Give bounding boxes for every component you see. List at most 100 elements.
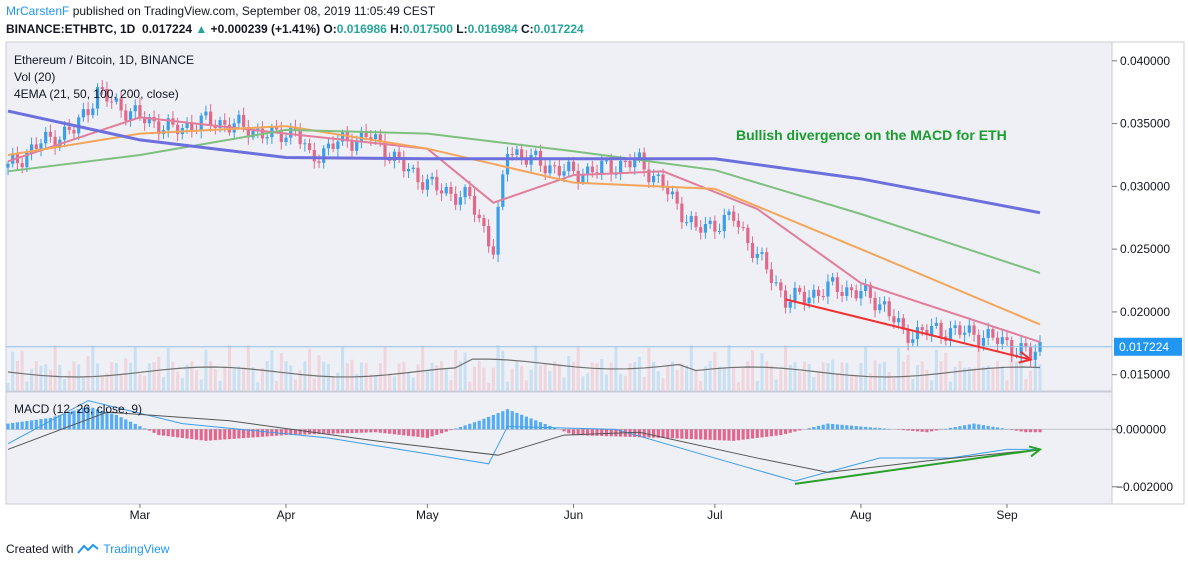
macd-histogram-bar <box>845 425 849 430</box>
macd-histogram-bar <box>171 429 175 437</box>
macd-histogram-bar <box>520 414 524 430</box>
macd-histogram-bar <box>204 429 208 441</box>
candle-body <box>303 143 307 145</box>
macd-histogram-bar <box>58 414 62 430</box>
macd-histogram-bar <box>105 412 109 430</box>
macd-histogram-bar <box>736 429 741 441</box>
candle-body <box>355 140 359 151</box>
symbol: BINANCE:ETHBTC, 1D <box>6 22 136 36</box>
macd-histogram-bar <box>868 427 872 430</box>
macd-histogram-bar <box>604 429 609 437</box>
volume-bar <box>147 363 151 391</box>
candle-body <box>166 118 170 131</box>
macd-histogram-bar <box>694 429 698 440</box>
volume-bar <box>449 380 453 391</box>
macd-histogram-bar <box>29 420 34 430</box>
macd-histogram-bar <box>571 429 576 436</box>
candle-body <box>307 143 312 150</box>
candle-body <box>449 186 453 194</box>
candle-body <box>859 291 863 299</box>
macd-histogram-bar <box>340 429 345 434</box>
candle-body <box>53 136 57 148</box>
candle-body <box>878 304 882 311</box>
macd-histogram-bar <box>713 429 717 441</box>
volume-bar <box>39 365 43 391</box>
macd-histogram-bar <box>972 423 976 430</box>
macd-histogram-bar <box>666 429 670 439</box>
candle-body <box>435 176 439 191</box>
volume-bar <box>468 381 472 391</box>
candle-body <box>562 171 566 176</box>
candle-body <box>576 170 580 183</box>
price-divergence-arrow <box>785 298 1031 361</box>
macd-histogram-bar <box>637 429 642 438</box>
macd-histogram-bar <box>435 429 439 435</box>
candle-body <box>586 166 590 176</box>
macd-histogram-bar <box>477 420 481 430</box>
change-up-icon: ▲ <box>195 22 208 36</box>
volume-bar <box>590 362 594 391</box>
macd-histogram-bar <box>995 427 1000 430</box>
macd-histogram-bar <box>260 429 265 437</box>
candle-body <box>128 111 133 121</box>
macd-histogram-bar <box>218 429 222 440</box>
volume-bar <box>392 376 396 391</box>
tradingview-brand[interactable]: TradingView <box>103 542 170 556</box>
ema100-line <box>7 128 1041 274</box>
volume-bar <box>713 352 717 391</box>
volume-bar <box>981 366 985 391</box>
volume-bar <box>934 349 938 391</box>
candle-body <box>769 269 773 283</box>
macd-histogram-bar <box>727 429 731 441</box>
volume-bar <box>454 349 458 391</box>
macd-histogram-bar <box>633 429 637 438</box>
volume-bar <box>463 352 467 391</box>
macd-histogram-bar <box>48 417 53 430</box>
macd-histogram-bar <box>406 429 411 436</box>
candles <box>6 80 1042 367</box>
candle-body <box>684 222 689 224</box>
macd-histogram-bar <box>293 429 298 435</box>
candle-body <box>741 227 745 229</box>
candle-body <box>331 143 335 149</box>
candle-body <box>849 287 854 291</box>
candle-body <box>496 206 500 255</box>
candle-body <box>223 120 227 125</box>
volume-bar <box>986 365 990 391</box>
volume-bar <box>251 367 255 391</box>
volume-bar <box>289 365 293 391</box>
macd-histogram-bar <box>915 429 920 432</box>
macd-histogram-bar <box>209 429 213 441</box>
close-label: C: <box>520 22 534 36</box>
macd-histogram-bar <box>383 429 387 434</box>
volume-bar <box>515 361 519 391</box>
candle-body <box>854 290 858 299</box>
author-link[interactable]: MrCarstenF <box>6 4 70 18</box>
volume-bar <box>242 367 246 391</box>
macd-histogram-bar <box>256 429 260 438</box>
candle-body <box>760 252 764 254</box>
macd-histogram-bar <box>755 429 759 438</box>
volume-bar <box>1014 361 1018 391</box>
candle-body <box>995 337 1000 344</box>
macd-histogram-bar <box>774 429 778 436</box>
candle-body <box>373 134 378 139</box>
volume-bar <box>100 376 104 391</box>
volume-bar <box>925 369 929 391</box>
candle-body <box>39 143 43 149</box>
volume-bar <box>435 365 439 391</box>
candle-body <box>402 158 406 172</box>
volume-bar <box>864 346 868 391</box>
volume-bar <box>143 375 147 391</box>
macd-histogram-bar <box>708 429 712 440</box>
macd-divergence-arrow <box>794 448 1041 485</box>
candle-body <box>524 157 528 165</box>
volume-bar <box>1033 361 1037 391</box>
volume-bar <box>548 370 552 391</box>
volume-bar <box>15 361 19 391</box>
volume-bar <box>501 350 505 391</box>
volume-bar <box>868 373 872 391</box>
macd-histogram-bar <box>190 429 194 440</box>
volume-bar <box>633 362 637 391</box>
